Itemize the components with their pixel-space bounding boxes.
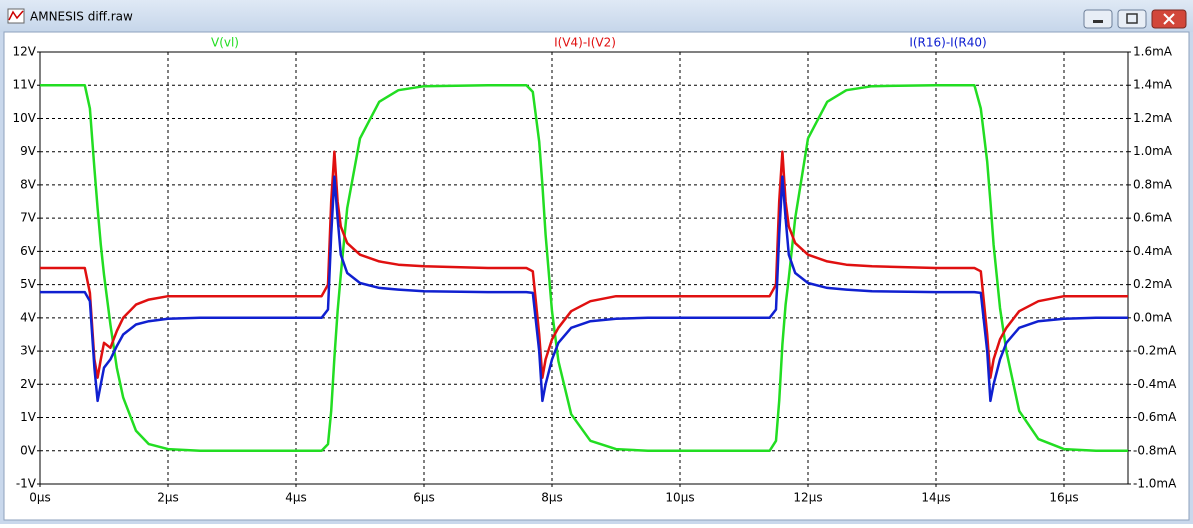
legend-entry: V(vl) — [211, 36, 239, 50]
x-tick-label: 8µs — [541, 491, 563, 505]
y2-tick-label: 0.4mA — [1133, 244, 1173, 258]
x-tick-label: 10µs — [665, 491, 694, 505]
chart-area — [3, 31, 1190, 521]
y2-tick-label: -0.6mA — [1133, 410, 1177, 424]
x-tick-label: 12µs — [793, 491, 822, 505]
y2-tick-label: -0.8mA — [1133, 443, 1177, 457]
close-button[interactable] — [1151, 9, 1187, 29]
y-tick-label: 3V — [20, 344, 37, 358]
app-icon — [7, 8, 25, 24]
x-tick-label: 0µs — [29, 491, 51, 505]
series-line — [40, 150, 1128, 379]
y-tick-label: 6V — [20, 244, 37, 258]
window-title: AMNESIS diff.raw — [30, 10, 133, 24]
minimize-button[interactable] — [1083, 9, 1113, 29]
y-tick-label: 2V — [20, 377, 37, 391]
y-tick-label: 1V — [20, 410, 37, 424]
y-tick-label: 11V — [13, 78, 37, 92]
legend-entry: I(V4)-I(V2) — [554, 36, 616, 50]
y2-tick-label: -1.0mA — [1133, 477, 1177, 491]
x-tick-label: 4µs — [285, 491, 307, 505]
y-tick-label: 5V — [20, 277, 37, 291]
y2-tick-label: 1.2mA — [1133, 111, 1173, 125]
x-tick-label: 6µs — [413, 491, 435, 505]
y-tick-label: 7V — [20, 211, 37, 225]
y2-tick-label: 0.2mA — [1133, 277, 1173, 291]
series-line — [40, 83, 1128, 453]
x-tick-label: 14µs — [921, 491, 950, 505]
y2-tick-label: -0.4mA — [1133, 377, 1177, 391]
x-tick-label: 16µs — [1049, 491, 1078, 505]
title-bar — [0, 0, 1193, 32]
legend-entry: I(R16)-I(R40) — [909, 36, 986, 50]
y2-tick-label: 1.6mA — [1133, 45, 1173, 59]
y2-tick-label: 0.0mA — [1133, 310, 1173, 324]
y-tick-label: 12V — [13, 45, 37, 59]
y2-tick-label: 1.4mA — [1133, 78, 1173, 92]
y-tick-label: 4V — [20, 310, 37, 324]
series-line — [40, 175, 1128, 403]
y2-tick-label: -0.2mA — [1133, 344, 1177, 358]
maximize-button[interactable] — [1117, 9, 1147, 29]
y-tick-label: 9V — [20, 144, 37, 158]
y-tick-label: 8V — [20, 177, 37, 191]
y2-tick-label: 0.6mA — [1133, 211, 1173, 225]
y2-tick-label: 1.0mA — [1133, 144, 1173, 158]
x-tick-label: 2µs — [157, 491, 179, 505]
y2-tick-label: 0.8mA — [1133, 177, 1173, 191]
y-tick-label: 10V — [13, 111, 37, 125]
y-tick-label: -1V — [16, 477, 37, 491]
y-tick-label: 0V — [20, 443, 37, 457]
